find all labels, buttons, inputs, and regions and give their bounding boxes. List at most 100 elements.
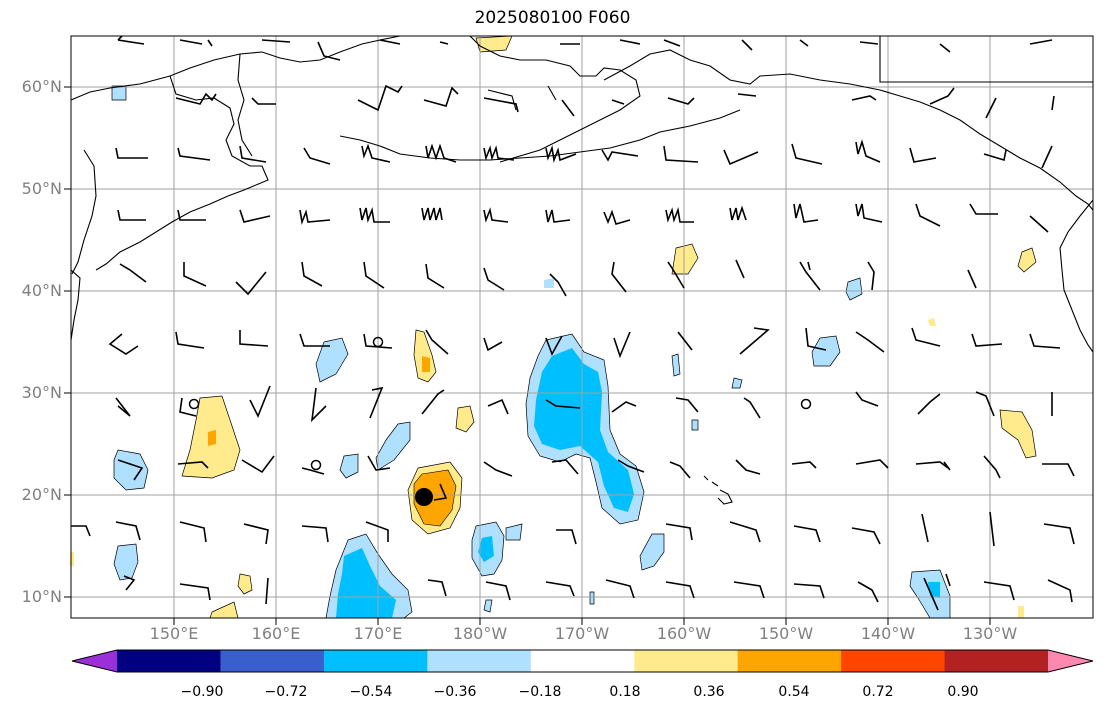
asia-coastline [95,75,269,271]
wind-barb [177,461,209,469]
wind-barb [611,261,627,293]
colorbar-segment [323,650,428,672]
axis-ticks [64,86,991,625]
aleutian-chain [339,109,741,161]
wind-barb [239,209,271,223]
positive-region [413,329,437,383]
lat-label-10n: 10°N [21,587,62,606]
wind-barb [179,39,213,47]
negative-region [544,278,554,288]
asia-coastline [70,35,401,101]
positive-region [208,430,216,446]
wind-barb [665,581,695,599]
wind-barb [983,581,1015,601]
colorbar-tick-label: −0.18 [518,684,562,700]
wind-barb [487,398,509,415]
positive-region [671,243,699,275]
coastlines [70,35,1094,505]
wind-barb [423,86,459,107]
negative-region [811,335,841,367]
wind-barb [1029,215,1049,233]
wind-barb [108,333,139,355]
wind-barb [123,575,136,591]
colorbar-tick-label: −0.90 [180,684,224,700]
wind-barb [551,459,579,475]
lon-label-150w: 150°W [758,624,814,643]
colorbar-outline [71,649,1094,673]
wind-barb [483,461,513,477]
wind-barb [1029,333,1061,349]
colorbar-segment [944,650,1049,672]
st-lawrence-island [547,85,557,101]
negative-region [691,419,699,431]
wind-barb [793,525,821,543]
wind-barb [299,333,330,347]
calm-marker [188,398,200,410]
wind-barb [239,330,269,347]
wind-barb [857,581,879,603]
wind-barb [119,263,147,283]
alaska-coastline [469,35,641,163]
wind-barb [855,139,881,163]
colorbar-tick-label: 0.54 [778,684,810,700]
calm-marker [800,398,812,410]
wind-barb [183,262,207,287]
negative-region [731,377,743,389]
wind-barb [363,261,385,289]
wind-barb [357,84,403,112]
wind-barb [855,331,885,353]
wind-barb [667,261,685,289]
colorbar-tick-label: 0.36 [693,684,725,700]
wind-barb [1051,95,1055,111]
wind-barb [117,459,144,481]
wind-barb [667,97,695,105]
negative-region [315,337,349,383]
wind-barb [421,207,443,221]
wind-barb [971,333,1003,347]
calm-wind-markers [188,336,812,471]
wind-barb [975,391,995,417]
negative-region [111,85,127,101]
wind-barb [735,459,761,475]
wind-barb [605,579,635,599]
positive-region [475,35,513,53]
negative-region [505,523,523,541]
wind-barb [251,97,276,105]
wind-barb [1043,523,1075,545]
negative-region [639,533,665,571]
wind-barb [545,145,577,163]
wind-barb [603,209,631,225]
wind-barb [367,455,391,471]
wind-barb [855,459,889,469]
wind-barb [310,387,327,423]
calm-marker [372,336,384,348]
colorbar-segment [634,650,739,672]
wind-barb [921,513,929,543]
colorbar-tick-label: 0.18 [609,684,641,700]
wind-barb [855,391,879,407]
wind-barb [917,393,941,415]
wind-barb [239,145,267,163]
colorbar-tick-label: −0.72 [264,684,308,700]
wind-barb [665,207,694,223]
wind-barb [851,527,881,545]
wind-barb [560,39,681,47]
wind-barb [235,271,267,296]
wind-barb [723,149,759,166]
wind-barb [545,335,563,356]
wind-barb [179,397,197,417]
wind-barb [265,577,269,605]
wind-barb [361,143,391,163]
wind-barb [71,525,91,537]
wind-barb [427,579,447,597]
negative-region [589,591,595,605]
colorbar-extend-min [72,650,117,672]
negative-region [845,277,863,301]
wind-barb [483,207,509,223]
wind-barb [983,149,1007,162]
wind-barb [433,483,448,501]
positive-region [1018,606,1024,618]
wind-barb [1047,579,1073,603]
wind-barb [179,583,211,601]
wind-barb [663,145,699,163]
